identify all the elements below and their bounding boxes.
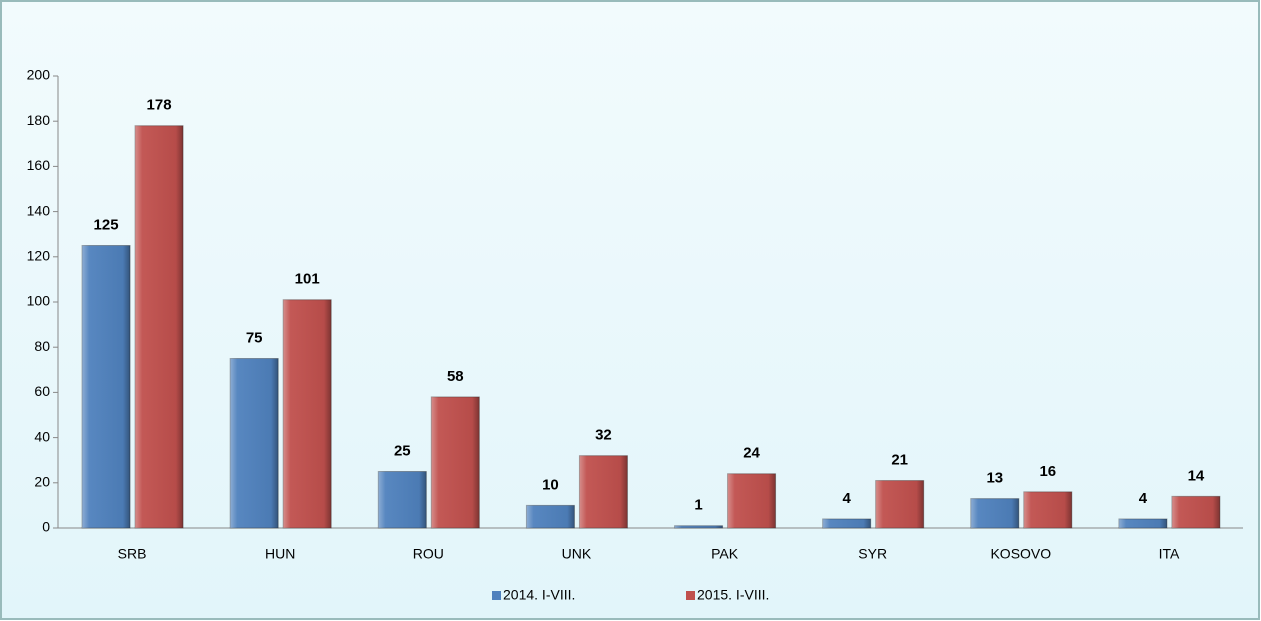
y-tick-label: 40 <box>34 428 50 444</box>
y-tick-label: 80 <box>34 338 50 354</box>
bar <box>822 518 872 529</box>
y-tick-label: 200 <box>27 67 51 83</box>
x-tick-label: UNK <box>562 546 592 562</box>
legend-swatch <box>686 591 695 600</box>
bar <box>430 396 480 529</box>
value-label: 16 <box>1039 463 1056 480</box>
y-tick-label: 140 <box>27 202 51 218</box>
value-label: 75 <box>246 329 263 346</box>
value-label: 32 <box>595 427 612 444</box>
bar <box>578 455 628 529</box>
y-tick-label: 0 <box>42 519 50 535</box>
bar <box>727 473 777 529</box>
x-tick-label: ROU <box>413 546 444 562</box>
value-label: 13 <box>986 470 1003 487</box>
legend-label: 2015. I-VIII. <box>697 587 769 603</box>
value-label: 24 <box>743 445 760 462</box>
bar <box>229 358 279 529</box>
value-label: 10 <box>542 476 559 493</box>
value-label: 4 <box>1139 490 1148 507</box>
y-tick-label: 60 <box>34 383 50 399</box>
value-label: 101 <box>295 271 320 288</box>
value-label: 21 <box>891 452 908 469</box>
bar <box>970 498 1020 529</box>
bar <box>525 504 575 529</box>
y-tick-label: 100 <box>27 293 51 309</box>
y-tick-label: 120 <box>27 248 51 264</box>
legend-label: 2014. I-VIII. <box>503 587 575 603</box>
y-tick-label: 20 <box>34 474 50 490</box>
value-label: 1 <box>694 497 702 514</box>
value-label: 14 <box>1188 467 1205 484</box>
bar <box>282 299 332 529</box>
value-label: 125 <box>94 216 119 233</box>
bar <box>674 525 724 529</box>
value-label: 58 <box>447 368 464 385</box>
x-tick-label: HUN <box>265 546 295 562</box>
bar <box>377 471 427 529</box>
value-label: 4 <box>843 490 852 507</box>
x-tick-label: PAK <box>711 546 739 562</box>
x-tick-label: KOSOVO <box>990 546 1051 562</box>
bar <box>875 480 925 529</box>
bar <box>1171 495 1221 529</box>
bar <box>134 125 184 529</box>
x-tick-label: ITA <box>1159 546 1180 562</box>
value-label: 25 <box>394 442 411 459</box>
y-tick-label: 160 <box>27 157 51 173</box>
y-tick-label: 180 <box>27 112 51 128</box>
bar <box>1118 518 1168 529</box>
value-label: 178 <box>147 97 172 114</box>
x-tick-label: SRB <box>118 546 147 562</box>
x-tick-label: SYR <box>858 546 887 562</box>
bar <box>81 245 131 529</box>
bar <box>1023 491 1073 529</box>
legend-swatch <box>492 591 501 600</box>
